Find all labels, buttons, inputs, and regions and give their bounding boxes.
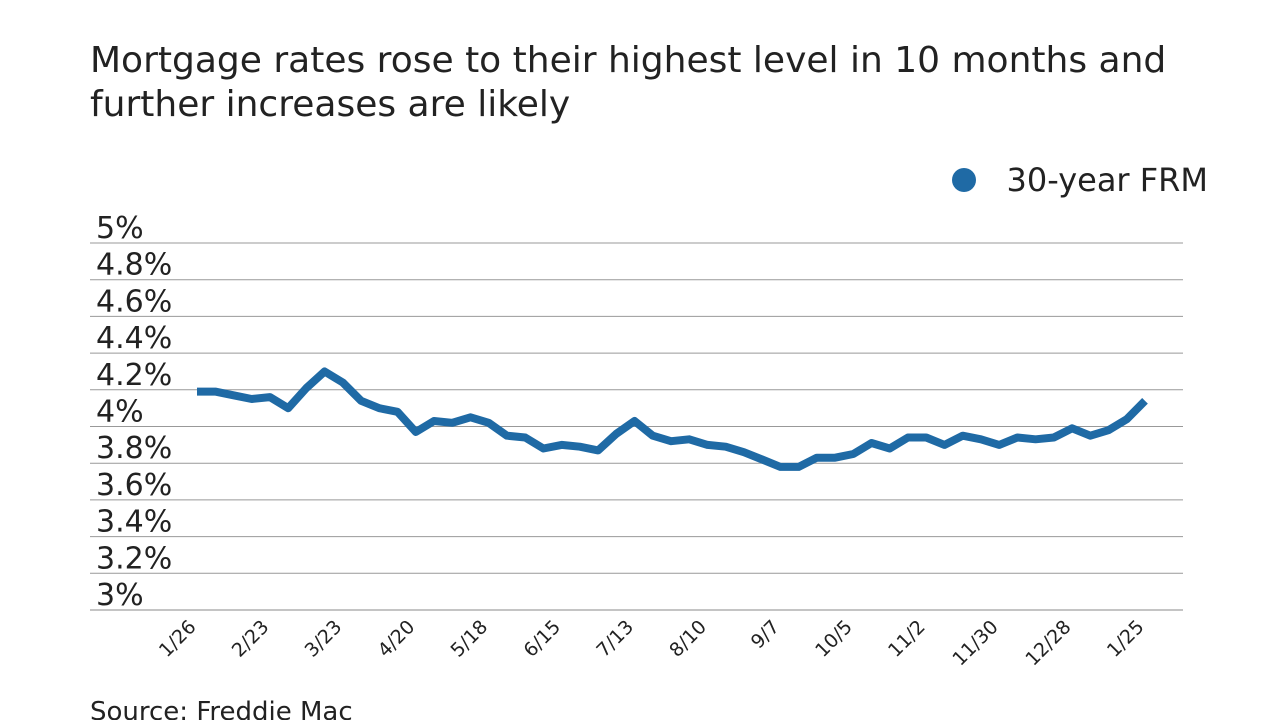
y-tick-label: 3.4%	[96, 505, 172, 540]
x-tick-label: 5/18	[446, 616, 492, 662]
x-tick-label: 6/15	[519, 616, 565, 662]
x-tick-label: 1/25	[1103, 616, 1149, 662]
x-tick-label: 3/23	[301, 616, 347, 662]
x-tick-label: 2/23	[228, 616, 274, 662]
x-tick-label: 1/26	[155, 616, 201, 662]
y-tick-label: 4.4%	[96, 321, 172, 356]
y-tick-label: 3.8%	[96, 431, 172, 466]
y-tick-label: 4.8%	[96, 248, 172, 283]
y-tick-label: 5%	[96, 211, 144, 246]
y-tick-label: 3%	[96, 578, 144, 613]
y-tick-label: 4.2%	[96, 358, 172, 393]
source: Source: Freddie Mac	[90, 697, 353, 720]
x-tick-label: 7/13	[592, 616, 638, 662]
legend-marker	[952, 168, 976, 192]
x-tick-label: 8/10	[665, 616, 711, 662]
y-tick-label: 3.6%	[96, 468, 172, 503]
subtitle-line-1: Mortgage rates rose to their highest lev…	[90, 40, 1166, 125]
x-tick-label: 4/20	[374, 616, 420, 662]
x-tick-label: 11/30	[948, 616, 1002, 670]
x-tick-label: 9/7	[747, 616, 784, 653]
y-tick-label: 4.6%	[96, 284, 172, 319]
x-tick-label: 10/5	[811, 616, 857, 662]
x-tick-label: 11/2	[884, 616, 930, 662]
x-tick-label: 12/28	[1021, 616, 1075, 670]
y-tick-label: 4%	[96, 395, 144, 430]
data-line	[197, 367, 1148, 471]
legend-label: 30-year FRM	[1006, 161, 1208, 199]
y-tick-label: 3.2%	[96, 541, 172, 576]
